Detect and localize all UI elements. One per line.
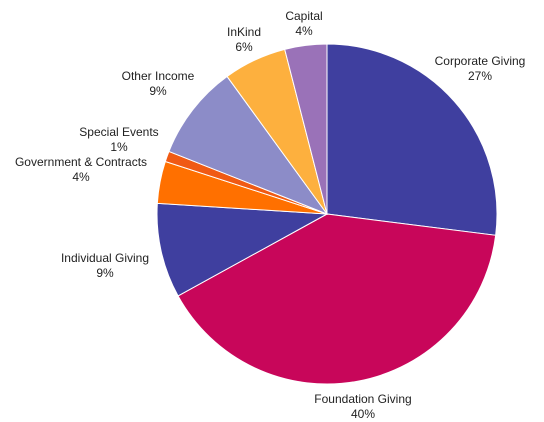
pie-slice-corporate-giving xyxy=(326,43,498,236)
pie-slice-capital xyxy=(284,43,328,215)
slices-layer xyxy=(156,43,498,385)
slice-label-name: Special Events xyxy=(79,125,158,139)
slice-label-name: Government & Contracts xyxy=(15,155,147,169)
slice-label-name: Other Income xyxy=(122,69,195,83)
slice-label-foundation-giving: Foundation Giving 40% xyxy=(314,392,411,421)
slice-label-percent: 6% xyxy=(235,40,253,54)
slice-label-name: InKind xyxy=(227,25,261,39)
slice-label-corporate-giving: Corporate Giving 27% xyxy=(435,54,526,83)
slice-label-inkind: InKind 6% xyxy=(227,25,261,54)
slice-label-government-and-contracts: Government & Contracts 4% xyxy=(15,155,147,184)
slice-label-name: Corporate Giving xyxy=(435,54,526,68)
slice-label-percent: 40% xyxy=(351,407,375,421)
slice-label-name: Individual Giving xyxy=(61,251,149,265)
slice-label-percent: 9% xyxy=(96,266,114,280)
slice-label-other-income: Other Income 9% xyxy=(122,69,195,98)
pie-slice-other-income xyxy=(168,75,329,216)
slice-label-percent: 4% xyxy=(72,170,90,184)
slice-label-percent: 4% xyxy=(295,24,313,38)
slice-label-special-events: Special Events 1% xyxy=(79,125,158,154)
slice-label-percent: 9% xyxy=(149,84,167,98)
slice-label-name: Foundation Giving xyxy=(314,392,411,406)
labels-layer: Corporate Giving 27% Foundation Giving 40% I… xyxy=(15,9,525,421)
slice-label-name: Capital xyxy=(285,9,322,23)
slice-label-percent: 27% xyxy=(468,69,492,83)
pie-slice-individual-giving xyxy=(156,202,329,297)
slice-label-individual-giving: Individual Giving 9% xyxy=(61,251,149,280)
slice-label-percent: 1% xyxy=(110,140,128,154)
slice-label-capital: Capital 4% xyxy=(285,9,322,38)
pie-slice-foundation-giving xyxy=(177,213,497,385)
